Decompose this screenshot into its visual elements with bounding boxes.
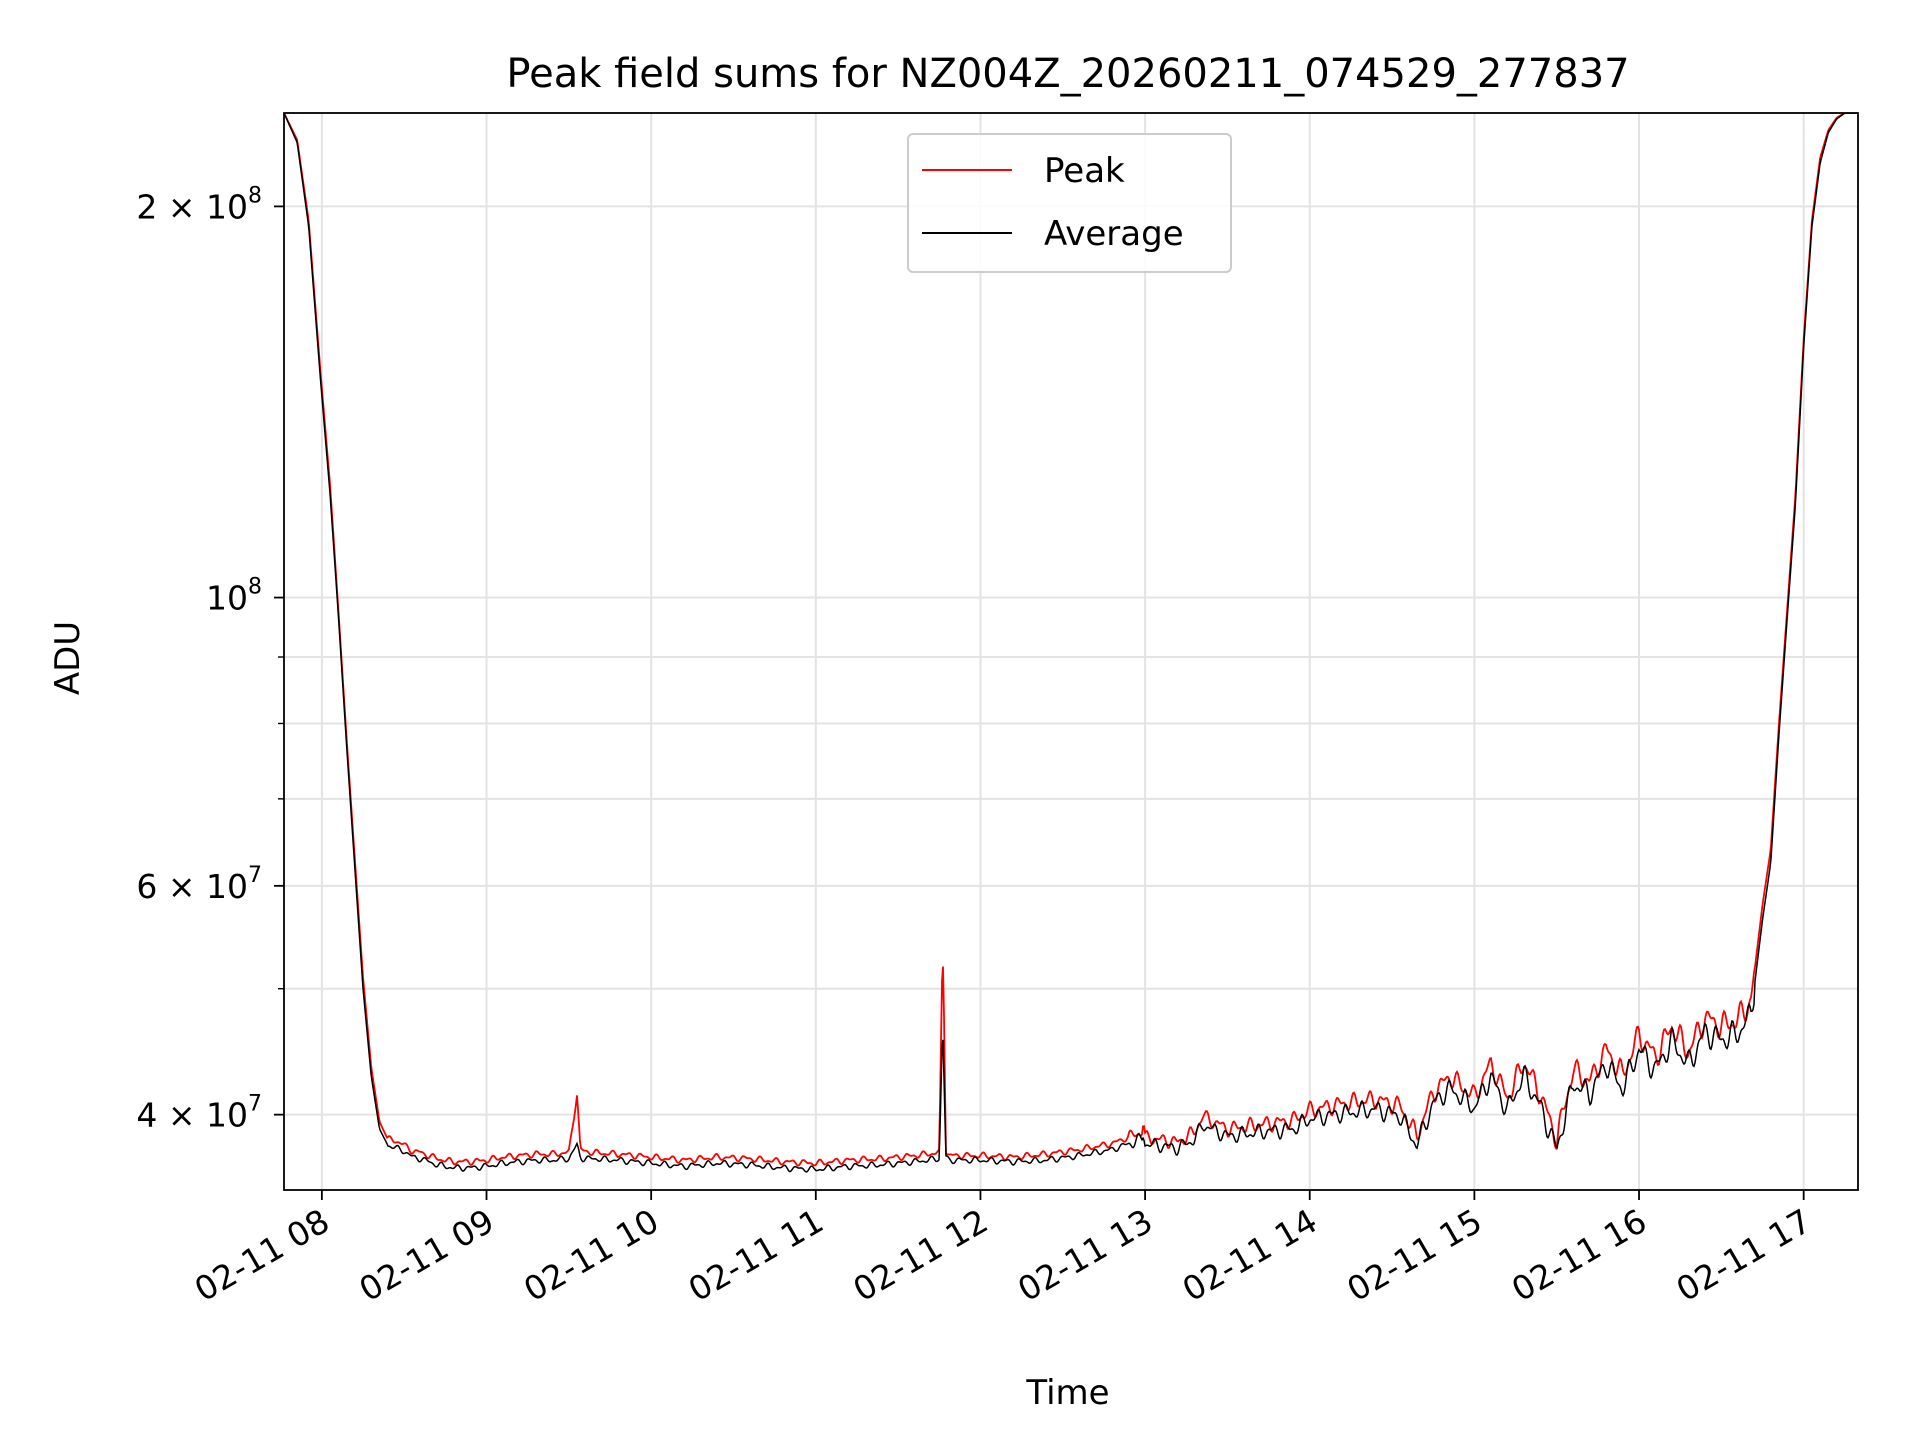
y-tick-mantissa: 4 × 10 <box>136 1096 248 1135</box>
chart-title: Peak field sums for NZ004Z_20260211_0745… <box>506 51 1629 97</box>
y-tick-mantissa: 6 × 10 <box>136 867 248 906</box>
y-tick-label: 4 × 107 <box>136 1092 262 1135</box>
y-tick-mantissa: 10 <box>206 579 248 618</box>
series-line-peak <box>284 113 1858 1167</box>
y-tick-label: 6 × 107 <box>136 863 262 906</box>
y-tick-mantissa: 2 × 10 <box>136 187 248 226</box>
legend: Peak Average <box>907 133 1232 273</box>
y-tick-exponent: 8 <box>248 575 262 600</box>
y-axis-label: ADU <box>48 621 88 695</box>
legend-box <box>907 133 1232 273</box>
legend-label-average: Average <box>1044 214 1184 254</box>
y-tick-exponent: 8 <box>248 183 262 208</box>
y-tick-label: 108 <box>206 575 262 618</box>
y-tick-exponent: 7 <box>248 863 262 888</box>
y-tick-exponent: 7 <box>248 1092 262 1117</box>
x-axis-label: Time <box>1025 1373 1109 1413</box>
y-tick-label: 2 × 108 <box>136 183 262 226</box>
plot-lines <box>284 113 1858 1173</box>
legend-label-peak: Peak <box>1044 151 1125 191</box>
series-line-average <box>284 113 1858 1173</box>
axes-frame <box>283 112 1859 1191</box>
